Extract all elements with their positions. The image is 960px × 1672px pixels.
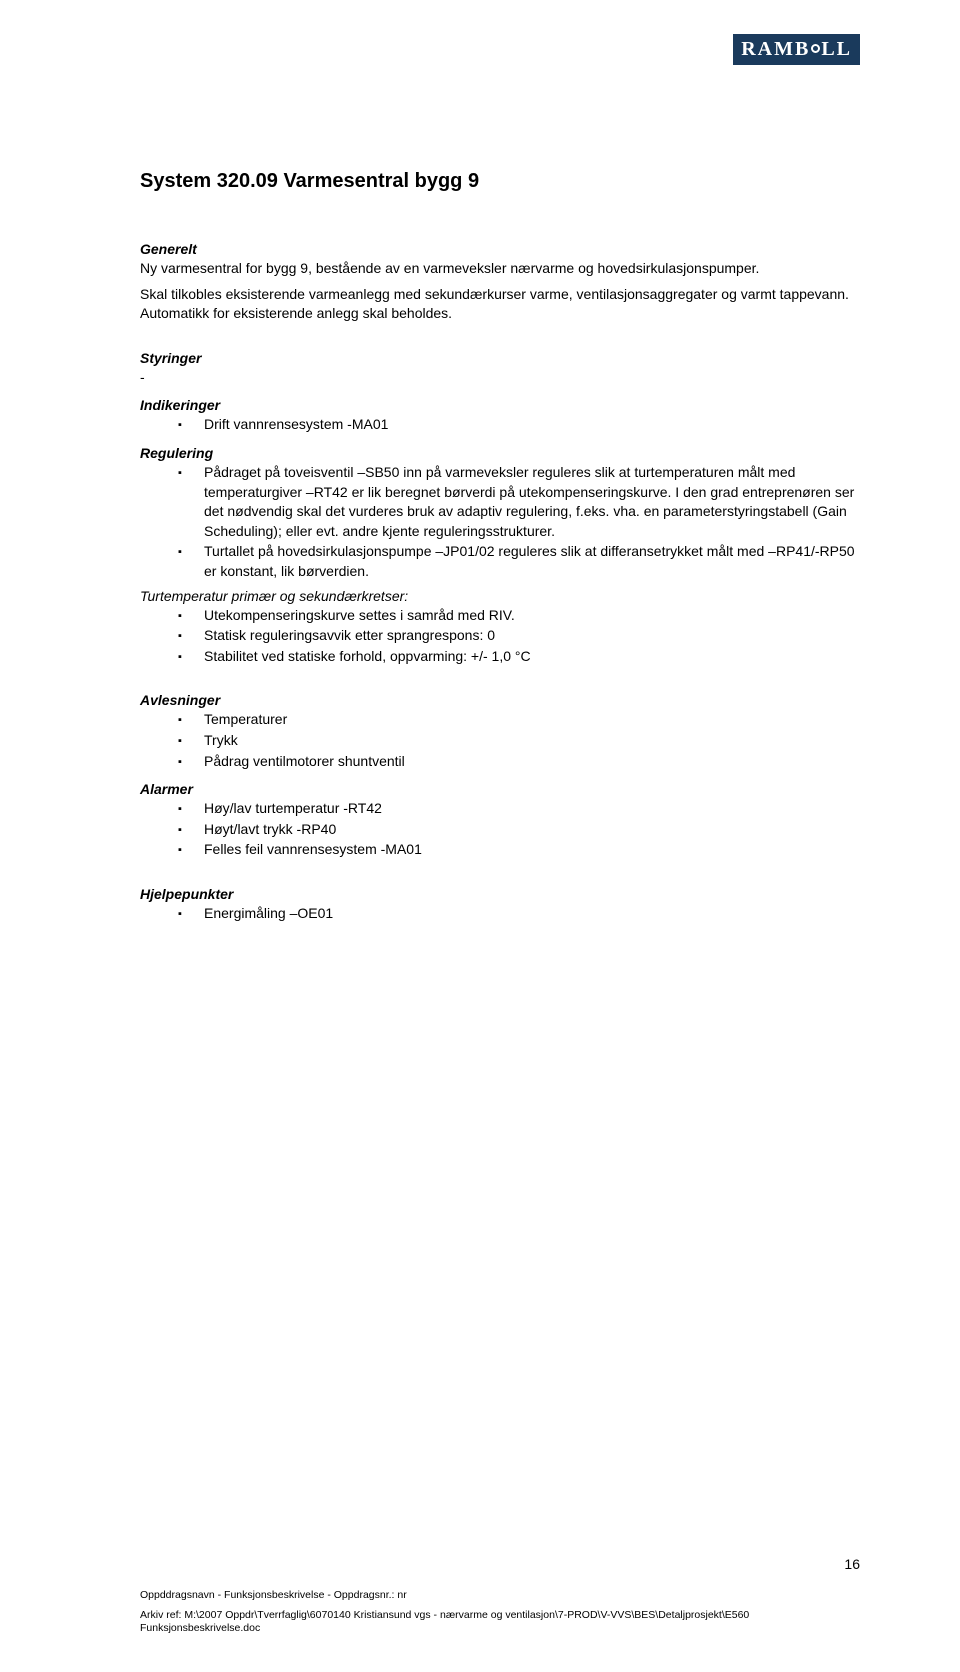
list-item: - bbox=[140, 368, 860, 388]
list-avlesninger: Temperaturer Trykk Pådrag ventilmotorer … bbox=[140, 710, 860, 771]
list-item: Stabilitet ved statiske forhold, oppvarm… bbox=[178, 647, 860, 667]
footer-line-1: Oppddragsnavn - Funksjonsbeskrivelse - O… bbox=[140, 1589, 860, 1603]
list-item: Energimåling –OE01 bbox=[178, 904, 860, 924]
list-item: Trykk bbox=[178, 731, 860, 751]
page-number: 16 bbox=[844, 1556, 860, 1572]
list-alarmer: Høy/lav turtemperatur -RT42 Høyt/lavt tr… bbox=[140, 799, 860, 860]
footer: Oppddragsnavn - Funksjonsbeskrivelse - O… bbox=[140, 1589, 860, 1636]
section-avlesninger: Avlesninger Temperaturer Trykk Pådrag ve… bbox=[140, 692, 860, 771]
list-item: Drift vannrensesystem -MA01 bbox=[178, 415, 860, 435]
list-indikeringer: Drift vannrensesystem -MA01 bbox=[140, 415, 860, 435]
page: RAMBLL System 320.09 Varmesentral bygg 9… bbox=[0, 0, 960, 1672]
section-indikeringer: Indikeringer Drift vannrensesystem -MA01 bbox=[140, 397, 860, 435]
logo: RAMBLL bbox=[733, 34, 860, 65]
list-hjelpepunkter: Energimåling –OE01 bbox=[140, 904, 860, 924]
list-turtemperatur: Utekompenseringskurve settes i samråd me… bbox=[140, 606, 860, 667]
heading-styringer: Styringer bbox=[140, 350, 860, 366]
section-generelt: Generelt Ny varmesentral for bygg 9, bes… bbox=[140, 241, 860, 324]
section-styringer: Styringer - bbox=[140, 350, 860, 388]
heading-generelt: Generelt bbox=[140, 241, 860, 257]
heading-hjelpepunkter: Hjelpepunkter bbox=[140, 886, 860, 902]
para: Ny varmesentral for bygg 9, bestående av… bbox=[140, 259, 860, 279]
subheading-turtemperatur: Turtemperatur primær og sekundærkretser: bbox=[140, 588, 860, 604]
heading-avlesninger: Avlesninger bbox=[140, 692, 860, 708]
heading-indikeringer: Indikeringer bbox=[140, 397, 860, 413]
list-item: Utekompenseringskurve settes i samråd me… bbox=[178, 606, 860, 626]
list-item: Felles feil vannrensesystem -MA01 bbox=[178, 840, 860, 860]
footer-line-2: Arkiv ref: M:\2007 Oppdr\Tverrfaglig\607… bbox=[140, 1609, 860, 1636]
list-item: Temperaturer bbox=[178, 710, 860, 730]
heading-alarmer: Alarmer bbox=[140, 781, 860, 797]
para: Skal tilkobles eksisterende varmeanlegg … bbox=[140, 285, 860, 324]
section-alarmer: Alarmer Høy/lav turtemperatur -RT42 Høyt… bbox=[140, 781, 860, 860]
list-item: Pådraget på toveisventil –SB50 inn på va… bbox=[178, 463, 860, 541]
section-hjelpepunkter: Hjelpepunkter Energimåling –OE01 bbox=[140, 886, 860, 924]
logo-box: RAMBLL bbox=[733, 34, 860, 65]
list-item: Turtallet på hovedsirkulasjonspumpe –JP0… bbox=[178, 542, 860, 581]
list-item: Statisk reguleringsavvik etter sprangres… bbox=[178, 626, 860, 646]
list-item: Pådrag ventilmotorer shuntventil bbox=[178, 752, 860, 772]
list-styringer: - bbox=[140, 368, 860, 388]
list-regulering: Pådraget på toveisventil –SB50 inn på va… bbox=[140, 463, 860, 582]
list-item: Høy/lav turtemperatur -RT42 bbox=[178, 799, 860, 819]
heading-regulering: Regulering bbox=[140, 445, 860, 461]
list-item: Høyt/lavt trykk -RP40 bbox=[178, 820, 860, 840]
document-body: System 320.09 Varmesentral bygg 9 Genere… bbox=[140, 170, 860, 923]
page-title: System 320.09 Varmesentral bygg 9 bbox=[140, 170, 860, 193]
section-regulering: Regulering Pådraget på toveisventil –SB5… bbox=[140, 445, 860, 666]
